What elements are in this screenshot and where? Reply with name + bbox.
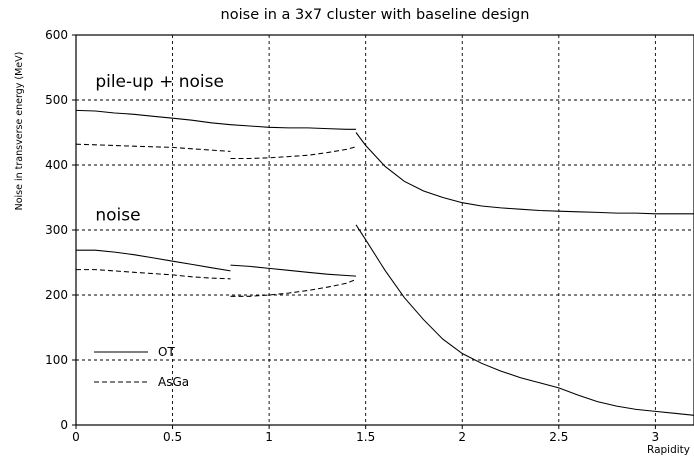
y-tick-label: 600 [45, 28, 68, 42]
series-group [75, 109, 694, 416]
series-line-asga [75, 143, 231, 152]
annotation-pileup-noise: pile-up + noise [95, 72, 224, 92]
x-tick-label: 2.5 [549, 430, 568, 444]
plot-frame [75, 34, 694, 426]
legend-label-ot: OT [158, 345, 175, 359]
x-tick-label: 0.5 [163, 430, 182, 444]
x-tick-label: 1.5 [356, 430, 375, 444]
y-tick-label: 200 [45, 288, 68, 302]
x-axis-label: Rapidity [647, 444, 690, 456]
series-line-asga [76, 269, 231, 280]
x-tick-label: 3 [652, 430, 660, 444]
y-tick-label: 400 [45, 158, 68, 172]
series-line-ot [75, 109, 231, 126]
y-tick-label: 0 [60, 418, 68, 432]
y-tick-label: 500 [45, 93, 68, 107]
x-axis: 0 0.5 1 1.5 2 2.5 3 [72, 425, 659, 444]
chart-title: noise in a 3x7 cluster with baseline des… [221, 7, 530, 23]
y-tick-label: 100 [45, 353, 68, 367]
series-line-asga [230, 146, 357, 160]
y-axis: 0 100 200 300 400 500 600 [45, 28, 76, 432]
x-tick-label: 1 [265, 430, 273, 444]
legend: OT AsGa [94, 345, 189, 389]
annotation-noise: noise [95, 205, 140, 225]
series-line-ot [355, 224, 694, 416]
y-tick-label: 300 [45, 223, 68, 237]
grid [76, 35, 694, 425]
x-tick-label: 2 [458, 430, 466, 444]
y-axis-label: Noise in transverse energy (MeV) [14, 52, 25, 211]
legend-label-asga: AsGa [158, 375, 189, 389]
series-line-ot [230, 264, 357, 277]
horizontal-grid-lines [76, 99, 694, 361]
series-line-ot [230, 124, 356, 130]
series-line-asga [230, 278, 357, 297]
series-line-ot [76, 249, 231, 272]
series-line-ot [355, 132, 694, 215]
x-tick-label: 0 [72, 430, 80, 444]
